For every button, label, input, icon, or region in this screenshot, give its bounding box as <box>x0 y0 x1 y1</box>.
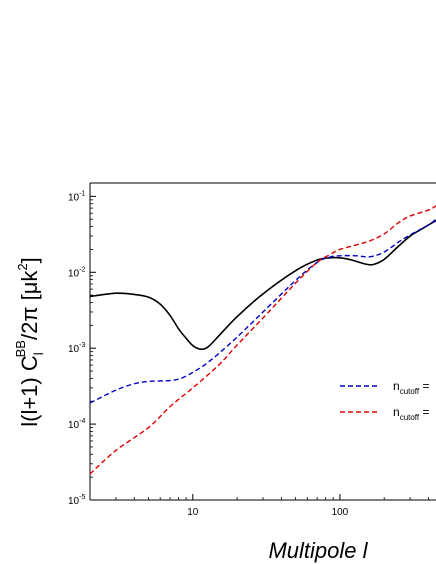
minor-ticks <box>89 199 429 500</box>
major-ticks <box>90 195 341 501</box>
x-axis-title: Multipole l <box>268 538 368 563</box>
y-tick-label: 10-1 <box>68 190 85 203</box>
series-line-red-dashed <box>89 205 436 475</box>
series-line-black-solid <box>89 219 436 351</box>
y-tick-label: 10-5 <box>68 494 85 507</box>
y-tick-label: 10-3 <box>68 342 85 355</box>
y-tick-label: 10-4 <box>68 418 85 431</box>
tick-labels: 10 100 10-5 10-4 10-3 10-2 10-1 <box>68 190 349 518</box>
series-line-blue-dashed <box>89 218 436 404</box>
legend-label-red: ncutoff = <box>393 405 429 422</box>
plot-frame <box>89 182 436 501</box>
series-layer <box>89 205 436 475</box>
x-tick-label: 10 <box>187 507 199 518</box>
y-tick-label: 10-2 <box>68 266 85 279</box>
legend-label-blue: ncutoff = <box>393 379 429 396</box>
y-axis-title: l(l+1) ClBB/2π [μk2] <box>13 257 46 427</box>
x-tick-label: 100 <box>332 507 349 518</box>
legend: ncutoff = ncutoff = <box>340 379 429 422</box>
